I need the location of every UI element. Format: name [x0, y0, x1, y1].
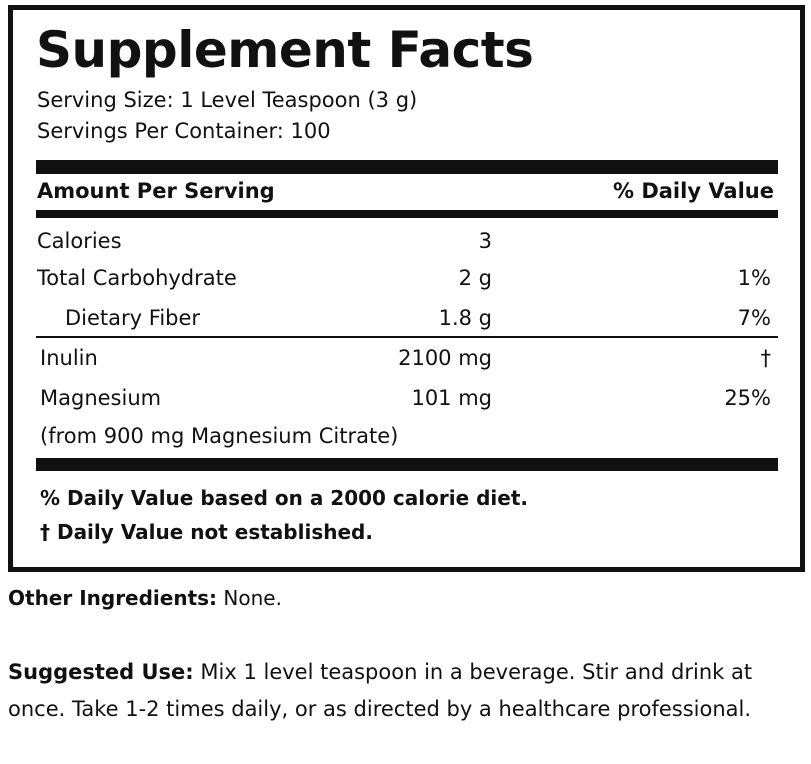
suggested-use-text: Mix 1 level teaspoon in a beverage. Stir… [8, 660, 753, 721]
row-daily-value: 1% [737, 266, 771, 290]
other-ingredients-label: Other Ingredients: [8, 586, 218, 610]
suggested-use-label: Suggested Use: [8, 660, 194, 684]
row-amount: 2100 mg [398, 346, 492, 370]
suggested-use: Suggested Use: Mix 1 level teaspoon in a… [8, 654, 798, 728]
row-daily-value: 7% [737, 306, 771, 330]
thick-rule [36, 458, 778, 471]
row-name: Magnesium [40, 386, 162, 410]
footnote: % Daily Value based on a 2000 calorie di… [40, 486, 528, 510]
title: Supplement Facts [36, 21, 534, 79]
facts-box [8, 5, 805, 572]
row-name: Total Carbohydrate [37, 266, 237, 290]
row-name: Calories [37, 229, 122, 253]
row-amount: 1.8 g [438, 306, 492, 330]
row-amount: 3 [478, 229, 492, 253]
row-name: Dietary Fiber [65, 306, 201, 330]
row-daily-value: 25% [724, 386, 771, 410]
thick-rule [36, 160, 778, 174]
other-ingredients-text: None. [223, 586, 282, 610]
other-ingredients: Other Ingredients: None. [8, 585, 282, 611]
footnote: † Daily Value not established. [40, 520, 373, 544]
header-amount: Amount Per Serving [37, 179, 275, 203]
row-name: Inulin [40, 346, 98, 370]
row-daily-value: † [760, 346, 772, 370]
serving-size: Serving Size: 1 Level Teaspoon (3 g) [37, 88, 418, 112]
magnesium-note: (from 900 mg Magnesium Citrate) [40, 424, 399, 448]
medium-rule [36, 210, 778, 218]
servings-per-container: Servings Per Container: 100 [37, 119, 331, 143]
header-daily-value: % Daily Value [612, 179, 774, 203]
row-amount: 101 mg [411, 386, 492, 410]
thin-rule [36, 336, 778, 338]
row-amount: 2 g [458, 266, 492, 290]
